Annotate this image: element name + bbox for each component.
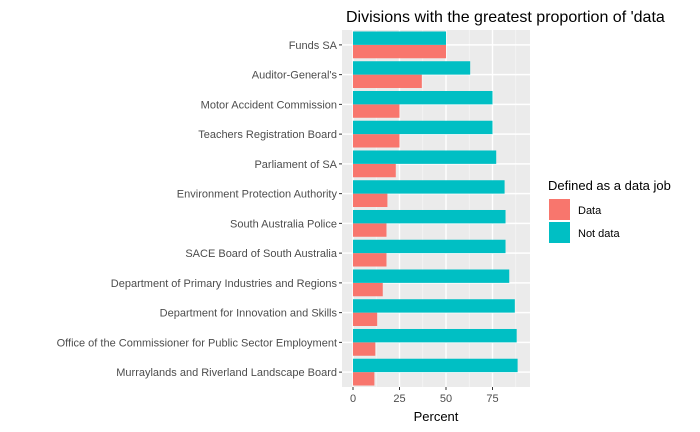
category-labels: Funds SA Auditor-General's Motor Accident … [57, 40, 342, 379]
bar-data [353, 253, 387, 267]
bar-not-data [353, 239, 506, 254]
bar-data [353, 223, 387, 237]
x-tick-label: 0 [350, 393, 356, 405]
category-label: South Australia Police [230, 218, 337, 230]
x-tick-label: 25 [393, 393, 405, 405]
bar-not-data [353, 150, 497, 164]
bar-not-data [353, 328, 517, 343]
legend-swatch-not-data [549, 222, 570, 243]
chart-title: Divisions with the greatest proportion o… [346, 9, 665, 26]
bar-data [353, 104, 400, 118]
category-label: SACE Board of South Australia [185, 248, 338, 260]
bar-not-data [353, 31, 446, 45]
bar-not-data [353, 269, 510, 283]
category-label: Department of Primary Industries and Reg… [111, 278, 338, 290]
legend-label-data: Data [578, 205, 602, 217]
bar-data [353, 44, 446, 59]
bar-not-data [353, 120, 493, 135]
bar-not-data [353, 180, 505, 194]
bar-not-data [353, 299, 515, 313]
legend-swatch-data [549, 199, 570, 220]
bar-not-data [353, 61, 471, 75]
bar-not-data [353, 90, 493, 105]
category-label: Murraylands and Riverland Landscape Boar… [116, 367, 337, 379]
legend: Defined as a data job Data Not data [548, 178, 671, 243]
x-tick-label: 50 [440, 393, 452, 405]
category-label: Auditor-General's [252, 70, 338, 82]
bar-data [353, 134, 400, 148]
bar-data [353, 282, 383, 297]
bar-data [353, 163, 396, 178]
x-axis-title: Percent [414, 409, 459, 424]
category-label: Teachers Registration Board [198, 129, 337, 141]
category-label: Department for Innovation and Skills [160, 308, 338, 320]
bar-not-data [353, 209, 506, 224]
bar-data [353, 342, 376, 356]
legend-title: Defined as a data job [548, 178, 671, 193]
bar-data [353, 312, 378, 327]
category-label: Office of the Commissioner for Public Se… [57, 337, 337, 349]
category-label: Funds SA [289, 40, 338, 52]
bar-data [353, 193, 388, 208]
bars [353, 31, 518, 386]
bar-not-data [353, 358, 518, 373]
category-label: Motor Accident Commission [201, 99, 337, 111]
bar-data [353, 74, 422, 89]
x-tick-label: 75 [486, 393, 498, 405]
x-axis-ticks: 0 25 50 75 [350, 387, 499, 405]
bar-data [353, 372, 375, 386]
legend-label-not-data: Not data [578, 228, 620, 240]
plot-panel [342, 30, 530, 387]
category-label: Environment Protection Authority [177, 189, 338, 201]
category-label: Parliament of SA [254, 159, 337, 171]
